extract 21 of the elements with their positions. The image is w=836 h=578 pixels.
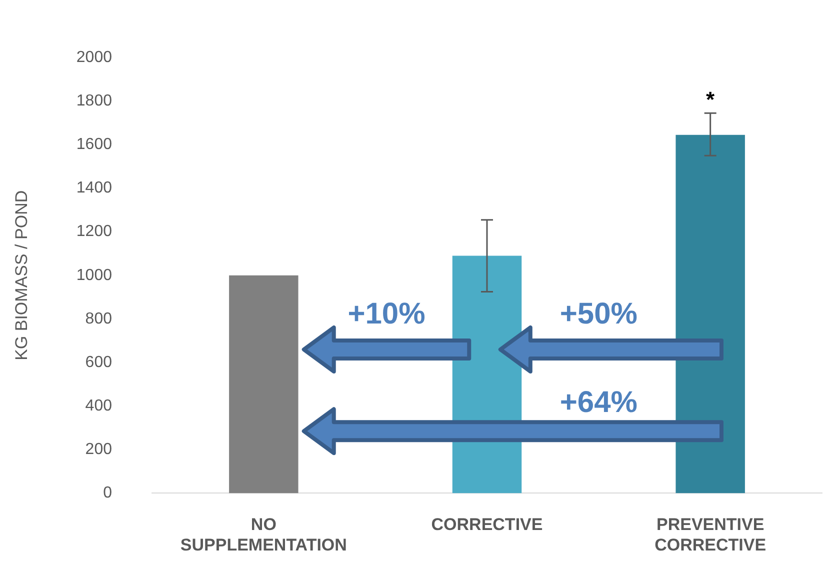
annotation: +50% [560, 298, 638, 331]
y-tick-label: 400 [85, 397, 112, 414]
y-axis-title: KG BIOMASS / POND [12, 190, 31, 360]
annotation: * [706, 87, 716, 112]
x-tick-label: NO SUPPLEMENTATION [180, 515, 347, 554]
y-tick-label: 1400 [76, 180, 112, 197]
y-tick-label: 1800 [76, 92, 112, 110]
y-tick-label: 0 [103, 484, 112, 502]
x-tick-label: PREVENTIVE CORRECTIVE [654, 515, 766, 554]
bar [676, 134, 745, 494]
y-tick-label: 600 [85, 354, 112, 371]
y-tick-label: 1200 [76, 223, 112, 240]
x-tick-label: CORRECTIVE [431, 515, 543, 534]
y-tick-label: 800 [85, 310, 112, 328]
y-tick-label: 200 [85, 441, 112, 458]
annotation: +64% [560, 386, 638, 419]
y-tick-label: 1600 [76, 136, 112, 154]
y-tick-label: 1000 [76, 266, 112, 284]
annotation: +10% [348, 298, 426, 331]
y-tick-label: 2000 [76, 49, 112, 66]
bar [229, 275, 298, 494]
